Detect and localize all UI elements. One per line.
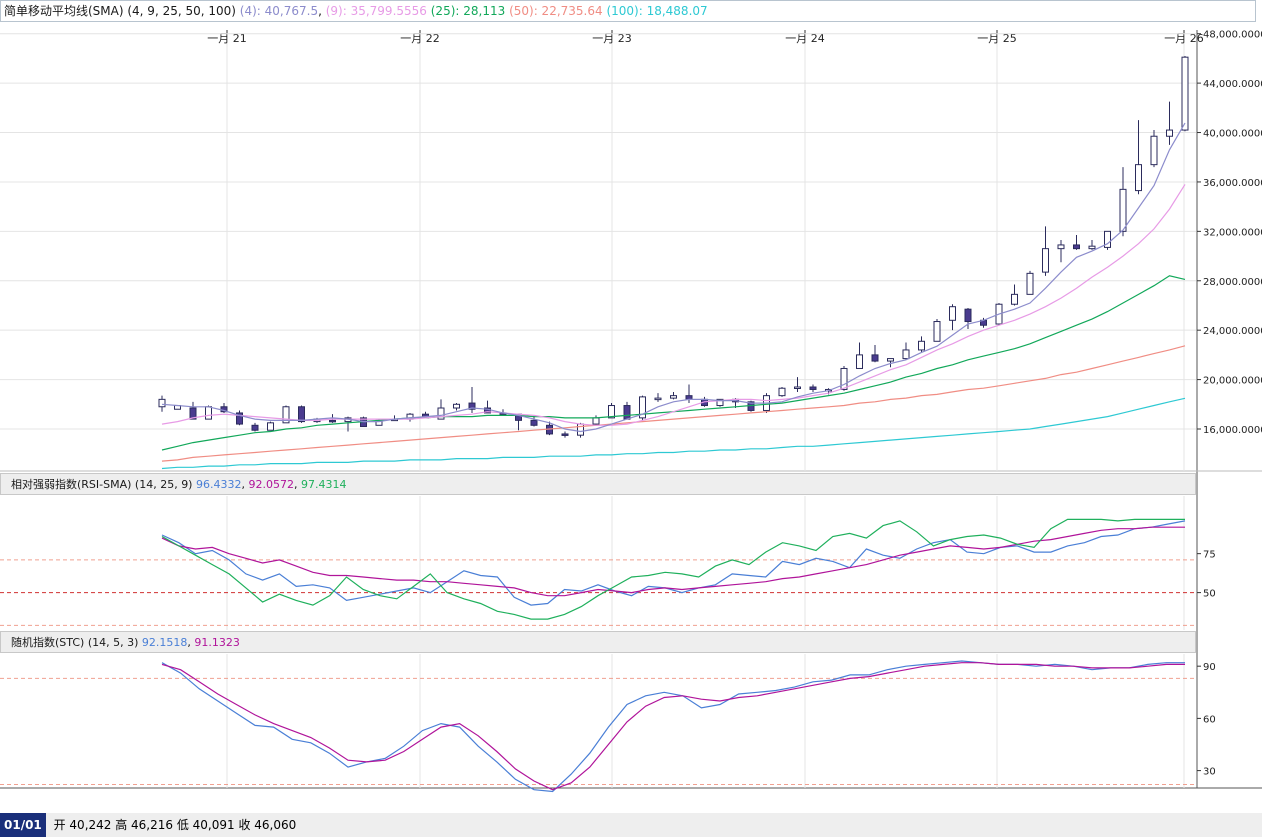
ohlc-footer: 01/01 开 40,242 高 46,216 低 40,091 收 46,06… xyxy=(0,813,1262,837)
candle-body xyxy=(1150,135,1158,166)
candle-body xyxy=(809,386,817,390)
rsi-series-line xyxy=(161,518,1185,620)
candle-body xyxy=(1057,244,1065,250)
rsi-y-tick-label: 75 xyxy=(1203,550,1216,561)
y-tick-label: 16,000.0000 xyxy=(1203,425,1262,436)
stc-series-line xyxy=(161,662,1185,791)
y-tick-label: 32,000.0000 xyxy=(1203,227,1262,238)
rsi-legend-value-2: 92.0572 xyxy=(248,478,294,491)
candle-body xyxy=(437,407,445,420)
candle-body xyxy=(902,349,910,360)
candle-body xyxy=(639,396,646,419)
sma100-line xyxy=(161,397,1186,470)
y-tick-label: 28,000.0000 xyxy=(1203,277,1262,288)
rsi-y-tick-label: 50 xyxy=(1203,589,1216,600)
sma-legend: 简单移动平均线(SMA) (4, 9, 25, 50, 100) (4): 40… xyxy=(0,0,1256,22)
sma50-legend-value: (50): 22,735.64 xyxy=(509,4,603,18)
candle-body xyxy=(871,354,879,362)
candle-body xyxy=(1166,129,1173,137)
rsi-legend-value-1: 96.4332 xyxy=(195,478,242,491)
candle-body xyxy=(670,395,677,399)
x-tick-label: 一月 21 xyxy=(207,32,247,45)
candle-body xyxy=(1011,293,1018,305)
candle-body xyxy=(856,354,863,369)
x-tick-label: 一月 25 xyxy=(977,32,1017,45)
x-tick-label: 一月 23 xyxy=(592,32,632,45)
y-tick-label: 20,000.0000 xyxy=(1203,376,1262,387)
candle-body xyxy=(1026,272,1034,295)
stc-legend-value-2: 91.1323 xyxy=(194,636,240,649)
candle-body xyxy=(530,419,538,426)
candle-body xyxy=(794,386,801,389)
candle-body xyxy=(918,340,925,351)
candle-body xyxy=(298,406,305,423)
candle-body xyxy=(1119,188,1127,232)
candle-body xyxy=(1135,164,1142,192)
candle-body xyxy=(251,424,259,431)
candle-body xyxy=(561,433,569,436)
candle-body xyxy=(1181,56,1189,131)
footer-date: 01/01 xyxy=(0,813,46,837)
sma9-line xyxy=(161,184,1186,426)
rsi-legend-title: 相对强弱指数(RSI-SMA) (14, 25, 9) xyxy=(11,478,193,491)
y-tick-label: 44,000.0000 xyxy=(1203,79,1262,90)
stc-legend: 随机指数(STC) (14, 5, 3) 92.1518, 91.1323 xyxy=(0,631,1196,653)
rsi-series-line xyxy=(161,526,1185,597)
sma4-line xyxy=(161,122,1186,433)
stc-legend-value-1: 92.1518 xyxy=(141,636,188,649)
sma4-legend-value: (4): 40,767.5 xyxy=(239,4,319,18)
sma50-line xyxy=(161,345,1186,462)
candle-body xyxy=(329,419,336,423)
rsi-series-line xyxy=(161,520,1186,606)
sma-legend-title: 简单移动平均线(SMA) (4, 9, 25, 50, 100) xyxy=(4,4,236,18)
candle-body xyxy=(577,423,584,436)
x-tick-label: 一月 22 xyxy=(400,32,440,45)
candle-body xyxy=(1104,230,1111,248)
candle-body xyxy=(453,403,460,409)
candle-body xyxy=(1088,245,1096,250)
candle-body xyxy=(654,397,662,401)
price-panel-bg xyxy=(0,22,1262,471)
candle-body xyxy=(778,387,786,397)
candle-body xyxy=(608,405,615,419)
rsi-legend-value-3: 97.4314 xyxy=(300,478,347,491)
candle-body xyxy=(1042,248,1049,273)
x-tick-label: 一月 24 xyxy=(785,32,825,45)
stc-series-line xyxy=(161,660,1185,793)
candle-body xyxy=(1073,244,1080,250)
y-tick-label: 36,000.0000 xyxy=(1203,178,1262,189)
candle-body xyxy=(592,417,600,425)
rsi-legend: 相对强弱指数(RSI-SMA) (14, 25, 9) 96.4332, 92.… xyxy=(0,473,1196,495)
candle-body xyxy=(716,398,724,407)
x-tick-label: 一月 26 xyxy=(1164,32,1204,45)
sma9-legend-value: (9): 35,799.5556 xyxy=(325,4,427,18)
footer-ohlc: 开 40,242 高 46,216 低 40,091 收 46,060 xyxy=(53,818,297,832)
candle-body xyxy=(685,395,693,400)
sma100-legend-value: (100): 18,488.07 xyxy=(606,4,708,18)
candle-body xyxy=(158,398,166,408)
y-tick-label: 48,000.0000 xyxy=(1203,30,1262,41)
stc-legend-title: 随机指数(STC) (14, 5, 3) xyxy=(11,636,139,649)
candle-body xyxy=(205,406,212,420)
candle-body xyxy=(623,405,631,420)
stc-y-tick-label: 30 xyxy=(1203,767,1216,778)
candle-body xyxy=(267,422,274,431)
stc-y-tick-label: 60 xyxy=(1203,714,1216,725)
candle-body xyxy=(236,412,243,425)
candle-body xyxy=(933,321,941,342)
candle-body xyxy=(189,407,197,420)
candle-body xyxy=(840,367,848,390)
candle-body xyxy=(949,306,956,321)
candle-body xyxy=(468,402,476,410)
sma25-legend-value: (25): 28,113 xyxy=(430,4,506,18)
candle-body xyxy=(282,406,290,424)
stc-y-tick-label: 90 xyxy=(1203,662,1216,673)
y-tick-label: 24,000.0000 xyxy=(1203,326,1262,337)
candle-body xyxy=(964,308,972,323)
candle-body xyxy=(887,358,894,362)
y-tick-label: 40,000.0000 xyxy=(1203,129,1262,140)
